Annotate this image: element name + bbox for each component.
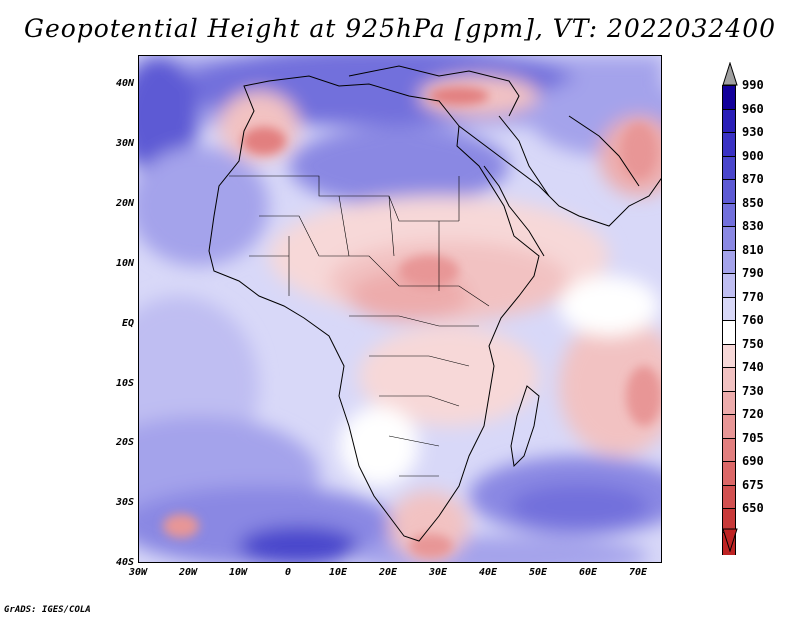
grads-credit: GrADS: IGES/COLA bbox=[4, 605, 91, 615]
colorbar-label-705: 705 bbox=[742, 431, 764, 445]
map-panel bbox=[138, 55, 662, 563]
lat-label-40s: 40S bbox=[115, 557, 134, 568]
lon-label-30w: 30W bbox=[128, 567, 148, 578]
height-field-map bbox=[139, 56, 661, 562]
colorbar-label-650: 650 bbox=[742, 501, 764, 515]
lon-label-50e: 50E bbox=[528, 567, 548, 578]
lon-label-20w: 20W bbox=[178, 567, 198, 578]
colorbar-label-870: 870 bbox=[742, 172, 764, 186]
colorbar-bottom-arrow bbox=[722, 528, 738, 552]
lat-label-40n: 40N bbox=[115, 78, 134, 89]
lon-label-60e: 60E bbox=[578, 567, 598, 578]
colorbar-label-770: 770 bbox=[742, 290, 764, 304]
colorbar-label-810: 810 bbox=[742, 243, 764, 257]
chart-title: Geopotential Height at 925hPa [gpm], VT:… bbox=[23, 14, 777, 43]
colorbar-swatch bbox=[722, 343, 736, 367]
colorbar-label-900: 900 bbox=[742, 149, 764, 163]
lon-label-30e: 30E bbox=[428, 567, 448, 578]
lon-label-10e: 10E bbox=[328, 567, 348, 578]
lat-label-eq: EQ bbox=[121, 318, 134, 329]
lat-label-10s: 10S bbox=[115, 378, 134, 389]
lat-label-20n: 20N bbox=[115, 198, 134, 209]
lon-label-40e: 40E bbox=[478, 567, 498, 578]
lon-label-0: 0 bbox=[284, 567, 292, 578]
colorbar-label-760: 760 bbox=[742, 313, 764, 327]
colorbar-swatch bbox=[722, 390, 736, 414]
colorbar-swatch bbox=[722, 296, 736, 320]
lat-label-20s: 20S bbox=[115, 437, 134, 448]
colorbar-swatch bbox=[722, 437, 736, 461]
lat-label-10n: 10N bbox=[115, 258, 134, 269]
colorbar-label-990: 990 bbox=[742, 78, 764, 92]
colorbar-swatch bbox=[722, 461, 736, 485]
colorbar-label-830: 830 bbox=[742, 219, 764, 233]
colorbar-swatch bbox=[722, 132, 736, 156]
colorbar-label-730: 730 bbox=[742, 384, 764, 398]
colorbar-label-960: 960 bbox=[742, 102, 764, 116]
field-cores bbox=[163, 87, 661, 558]
colorbar-swatch bbox=[722, 108, 736, 132]
colorbar-label-690: 690 bbox=[742, 454, 764, 468]
colorbar-swatch bbox=[722, 484, 736, 508]
colorbar-swatch bbox=[722, 249, 736, 273]
lon-label-20e: 20E bbox=[378, 567, 398, 578]
lat-label-30n: 30N bbox=[115, 138, 134, 149]
colorbar-swatch bbox=[722, 202, 736, 226]
colorbar-top-arrow bbox=[722, 62, 738, 86]
lon-label-70e: 70E bbox=[628, 567, 648, 578]
colorbar-label-675: 675 bbox=[742, 478, 764, 492]
lon-label-10w: 10W bbox=[228, 567, 248, 578]
colorbar-label-790: 790 bbox=[742, 266, 764, 280]
colorbar-label-740: 740 bbox=[742, 360, 764, 374]
colorbar-label-750: 750 bbox=[742, 337, 764, 351]
colorbar-swatch bbox=[722, 273, 736, 297]
colorbar-swatch bbox=[722, 414, 736, 438]
colorbar-label-930: 930 bbox=[742, 125, 764, 139]
coastlines bbox=[208, 65, 661, 542]
colorbar-swatch bbox=[722, 508, 736, 532]
colorbar-label-720: 720 bbox=[742, 407, 764, 421]
colorbar-swatch bbox=[722, 155, 736, 179]
borders bbox=[229, 175, 490, 477]
colorbar-swatch bbox=[722, 85, 736, 109]
lat-label-30s: 30S bbox=[115, 497, 134, 508]
colorbar-swatch bbox=[722, 226, 736, 250]
colorbar-swatch bbox=[722, 367, 736, 391]
colorbar-label-850: 850 bbox=[742, 196, 764, 210]
colorbar-swatch bbox=[722, 179, 736, 203]
colorbar-swatch bbox=[722, 320, 736, 344]
